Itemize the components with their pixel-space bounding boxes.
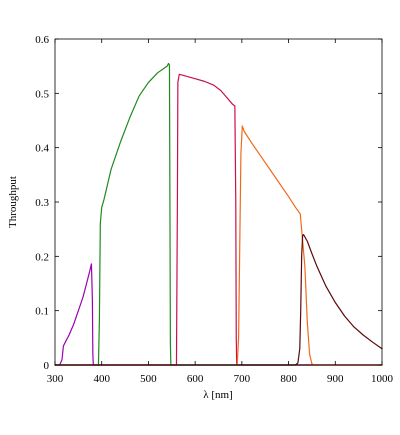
series-line-4 — [54, 125, 383, 366]
series-line-1 — [54, 263, 383, 366]
x-tick-label: 600 — [187, 373, 204, 385]
y-tick-label: 0.1 — [35, 306, 49, 318]
y-axis: 0 0.1 0.2 0.3 0.4 0.5 0.6 — [35, 34, 382, 372]
series-line-5 — [54, 234, 383, 366]
x-tick-label: 700 — [234, 373, 251, 385]
series-line-3 — [54, 73, 383, 366]
x-tick-label: 500 — [140, 373, 157, 385]
x-axis-label: λ [nm] — [203, 389, 232, 401]
y-tick-label: 0.6 — [35, 34, 49, 46]
series-line-2 — [54, 62, 383, 366]
y-tick-label: 0.4 — [35, 143, 49, 155]
y-axis-label: Throughput — [7, 176, 19, 228]
y-tick-label: 0.2 — [35, 251, 49, 263]
x-tick-label: 1000 — [371, 373, 394, 385]
plot-frame — [54, 38, 383, 366]
x-tick-label: 300 — [47, 373, 64, 385]
y-tick-label: 0.3 — [35, 197, 49, 209]
x-tick-label: 900 — [327, 373, 344, 385]
x-tick-label: 800 — [280, 373, 297, 385]
x-tick-label: 400 — [93, 373, 110, 385]
x-axis: 300 400 500 600 700 800 900 1000 — [47, 39, 394, 385]
y-tick-label: 0 — [44, 360, 50, 372]
y-tick-label: 0.5 — [35, 88, 49, 100]
plot-area — [54, 62, 383, 366]
